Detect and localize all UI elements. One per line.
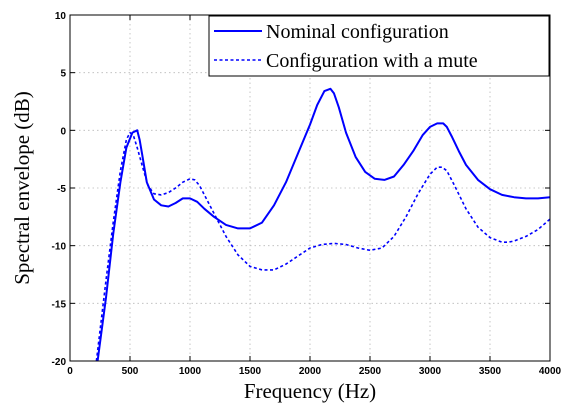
x-tick-label: 1500 — [239, 366, 262, 377]
series-lines — [95, 87, 551, 362]
y-tick-label: 5 — [60, 69, 66, 80]
y-tick-label: -20 — [52, 357, 67, 368]
y-tick-label: -10 — [52, 242, 67, 253]
y-tick-label: 0 — [60, 126, 66, 137]
x-axis-title: Frequency (Hz) — [244, 379, 376, 403]
legend-label-mute: Configuration with a mute — [266, 50, 478, 72]
x-tick-label: 3000 — [419, 366, 442, 377]
legend-box — [208, 15, 550, 77]
y-tick-label: 10 — [55, 11, 67, 22]
x-tick-label: 2500 — [359, 366, 382, 377]
x-tick-label: 3500 — [479, 366, 502, 377]
series-line-mute — [95, 131, 551, 362]
x-tick-label: 1000 — [179, 366, 202, 377]
x-tick-label: 4000 — [539, 366, 562, 377]
y-axis-title: Spectral envelope (dB) — [10, 91, 34, 285]
x-tick-label: 500 — [122, 366, 139, 377]
y-tick-label: -15 — [52, 299, 67, 310]
legend: Nominal configuration Configuration with… — [208, 15, 550, 77]
y-tick-label: -5 — [57, 184, 66, 195]
x-tick-label: 2000 — [299, 366, 322, 377]
x-tick-label: 0 — [67, 366, 73, 377]
legend-label-nominal: Nominal configuration — [266, 21, 449, 43]
series-line-nominal — [96, 87, 551, 362]
